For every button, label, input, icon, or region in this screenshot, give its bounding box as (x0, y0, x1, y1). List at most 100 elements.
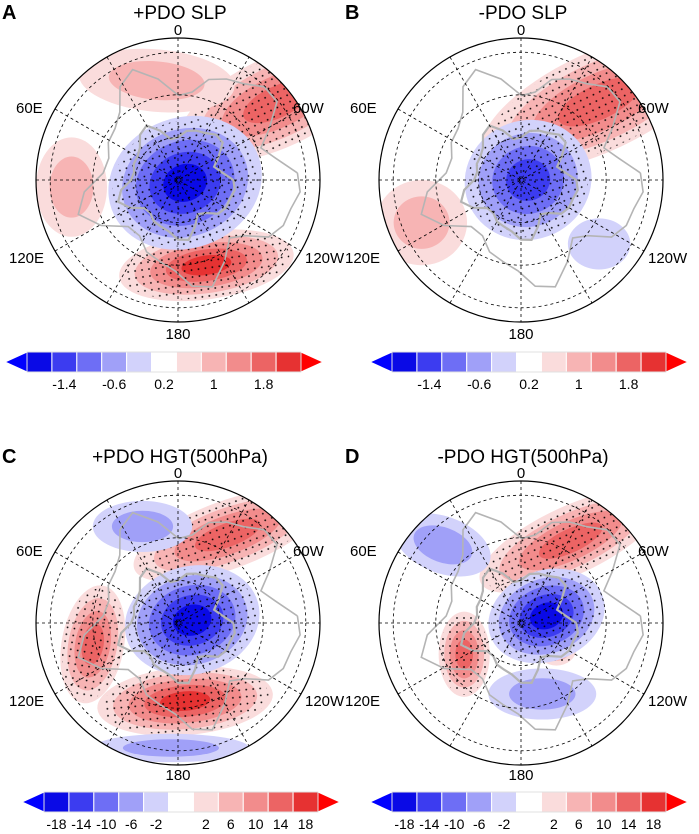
colorbar-tick-label: 1.8 (254, 376, 274, 392)
colorbar-tick-label: 1 (575, 376, 583, 392)
colorbar-tick-label: -1.4 (417, 376, 441, 392)
lon-label-lower-left: 120E (345, 693, 380, 710)
colorbar-swatch (590, 351, 617, 373)
colorbar-tick-label: 18 (646, 816, 662, 832)
longitude-labels: 0 60E 60W 120E 120W 180 (345, 465, 688, 784)
meridian-line (54, 108, 302, 252)
latitude-circle (92, 94, 264, 266)
colorbar-tick-label: 14 (621, 816, 637, 832)
coastline (77, 68, 301, 288)
colorbar-tick-label: -2 (498, 816, 511, 832)
lon-label-top: 0 (174, 22, 182, 39)
colorbar-swatch (540, 791, 567, 813)
latitude-circle (435, 537, 607, 709)
lon-label-top: 0 (517, 465, 525, 482)
colorbar-swatch (168, 791, 194, 813)
significance-stipple (439, 613, 489, 695)
lon-label-right: 60W (638, 100, 670, 117)
map-border (378, 480, 664, 766)
longitude-labels: 0 60E 60W 120E 120W 180 (9, 465, 345, 784)
colorbar-frame (26, 351, 302, 373)
colorbar-swatch (491, 351, 518, 373)
colorbar-frame (43, 791, 319, 813)
map-fill (379, 38, 663, 322)
lon-label-lower-right: 120W (648, 693, 688, 710)
colorbar-swatch (51, 351, 78, 373)
colorbar-tick-label: 2 (550, 816, 558, 832)
colorbar-swatch (292, 791, 319, 813)
colorbar-arrow-left (368, 351, 393, 373)
lon-label-bottom: 180 (508, 767, 533, 784)
significance-stipple (112, 119, 258, 247)
colorbar-swatch (192, 791, 219, 813)
longitude-labels: 0 60E 60W 120E 120W 180 (345, 22, 688, 343)
colorbar-swatch (43, 791, 70, 813)
lon-label-lower-left: 120E (9, 693, 44, 710)
colorbar-arrow-left (3, 351, 28, 373)
positive-anomaly-contour (393, 196, 450, 249)
colorbar-tick-label: 1 (210, 376, 218, 392)
colorbar-arrow-right (665, 351, 690, 373)
colorbar-swatch (126, 351, 153, 373)
colorbar-swatch (491, 791, 518, 813)
colorbar-swatch (441, 791, 468, 813)
panel-letter: C (2, 446, 16, 468)
polar-map (35, 37, 321, 323)
panel-title: -PDO SLP (479, 3, 568, 24)
meridian-line (106, 56, 250, 304)
colorbar-tick-label: 1.8 (619, 376, 639, 392)
panel-title: -PDO HGT(500hPa) (437, 447, 608, 468)
panel-b: B -PDO SLP 0 60E 60W 120E 120W 180 -1.4-… (345, 2, 690, 392)
colorbar-tick-label: -10 (96, 816, 116, 832)
meridian-line (54, 551, 302, 695)
colorbar-swatch (416, 351, 443, 373)
colorbar-swatch (441, 351, 468, 373)
colorbar-swatch (93, 791, 120, 813)
positive-anomaly-contour (49, 156, 94, 218)
map-border (378, 37, 664, 323)
lon-label-lower-left: 120E (345, 250, 380, 267)
colorbar-tick-label: -1.4 (52, 376, 76, 392)
colorbar-swatch (516, 351, 542, 373)
colorbar-tick-label: 0.2 (519, 376, 539, 392)
panel-d: D -PDO HGT(500hPa) 0 60E 60W 120E 120W 1… (345, 446, 690, 832)
lon-label-lower-right: 120W (305, 250, 345, 267)
negative-anomaly-contour (111, 510, 174, 543)
colorbar-tick-label: 10 (596, 816, 612, 832)
colorbar-tick-label: -6 (473, 816, 486, 832)
colorbar-swatch (242, 791, 269, 813)
colorbar-swatch (143, 791, 170, 813)
colorbar-arrow-left (20, 791, 45, 813)
colorbar-tick-label: -2 (150, 816, 163, 832)
lon-label-right: 60W (293, 100, 325, 117)
colorbar-frame (391, 791, 667, 813)
polar-map (378, 37, 664, 323)
lon-label-lower-left: 120E (9, 250, 44, 267)
colorbar-swatch (615, 791, 642, 813)
colorbar-swatch (391, 351, 418, 373)
colorbar-arrow-right (300, 351, 325, 373)
colorbar-tick-label: -18 (46, 816, 66, 832)
longitude-labels: 0 60E 60W 120E 120W 180 (9, 22, 345, 343)
lon-label-left: 60E (350, 100, 377, 117)
panel-title: +PDO SLP (133, 3, 226, 24)
colorbar-swatch (391, 791, 418, 813)
meridian-line (397, 108, 645, 252)
coastline (420, 68, 644, 288)
colorbar-swatch (76, 351, 103, 373)
lon-label-left: 60E (16, 543, 43, 560)
significance-stipple (467, 122, 589, 238)
meridian-line (397, 108, 645, 252)
map-border (35, 480, 321, 766)
map-fill (36, 481, 320, 765)
colorbar: -18 -14 -10 -6 -2 2 6 10 14 18 (368, 791, 690, 832)
colorbar-tick-label: 0.2 (154, 376, 174, 392)
panel-letter: D (345, 446, 359, 468)
meridian-line (449, 499, 593, 747)
colorbar-swatch (466, 791, 493, 813)
meridian-line (449, 56, 593, 304)
colorbar-tick-label: 6 (227, 816, 235, 832)
colorbar: -1.4 -0.6 0.2 1 1.8 (3, 351, 325, 392)
meridian-line (106, 56, 250, 304)
colorbar-tick-label: -6 (125, 816, 138, 832)
